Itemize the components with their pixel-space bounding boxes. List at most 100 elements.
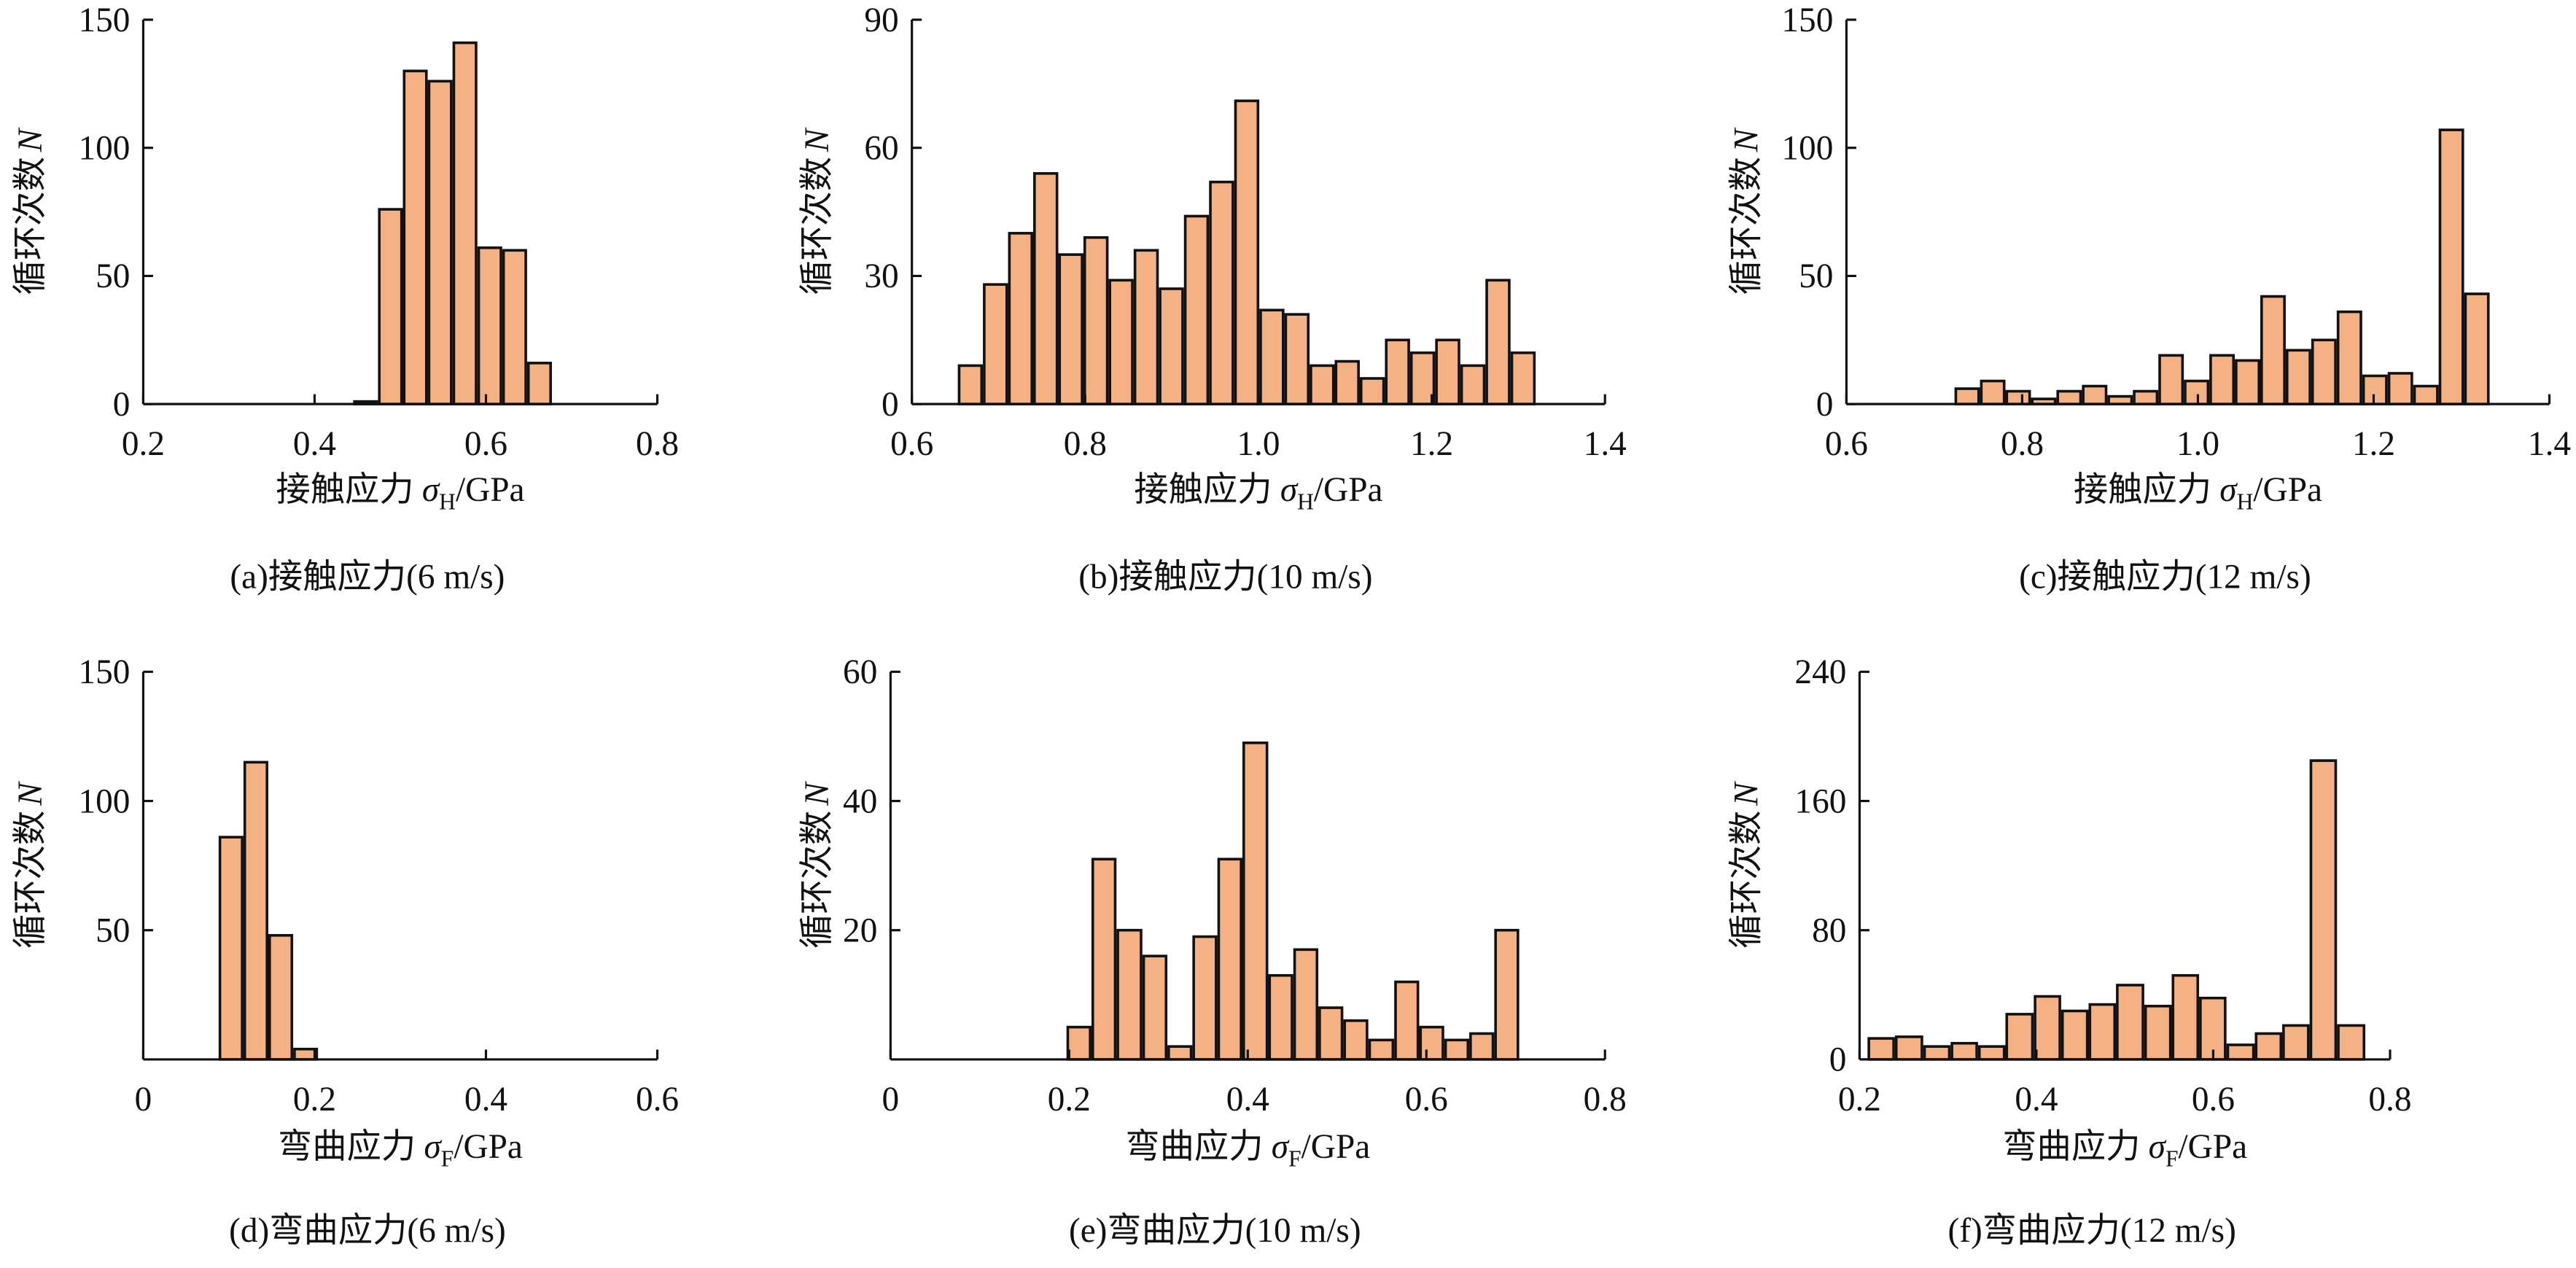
bar [402, 69, 428, 405]
bar [1867, 1037, 1895, 1061]
x-label-text: 接触应力 [2074, 471, 2211, 509]
bar [1167, 1045, 1193, 1061]
panel-caption: (b)接触应力(10 m/s) [1078, 558, 1372, 596]
bar [1108, 279, 1134, 405]
y-axis-label: 循环次数 N [1728, 127, 1766, 295]
bar [1083, 236, 1109, 405]
bar [2171, 973, 2200, 1061]
bar [268, 934, 294, 1061]
bar [2337, 1024, 2366, 1061]
bar [1385, 338, 1410, 405]
x-label-unit: /GPa [2253, 471, 2322, 509]
y-label-text: 循环次数 [798, 811, 836, 949]
bar [2282, 1024, 2310, 1061]
x-tick-label: 0.2 [1838, 1081, 1881, 1119]
x-tick-label: 0.6 [464, 425, 507, 463]
panel-caption: (f)弯曲应力(12 m/s) [1947, 1211, 2235, 1250]
y-tick-label: 0 [113, 386, 131, 424]
bar [452, 41, 478, 405]
x-label-subscript: H [1297, 489, 1314, 514]
bar [1444, 1038, 1470, 1061]
bar [218, 836, 244, 1061]
y-label-symbol: N [1728, 781, 1766, 806]
y-axis-label: 循环次数 N [12, 781, 50, 949]
y-axis-label: 循环次数 N [1728, 781, 1766, 949]
bar [2005, 1013, 2034, 1061]
x-label-subscript: F [441, 1146, 454, 1171]
y-tick-label: 40 [843, 782, 877, 820]
bar [1977, 1045, 2006, 1061]
y-tick-label: 20 [843, 911, 877, 949]
y-label-text: 循环次数 [798, 157, 836, 295]
x-label-symbol: σ [2219, 471, 2238, 509]
x-tick-label: 0.4 [2015, 1081, 2058, 1119]
bar [2438, 128, 2464, 405]
bar [1510, 351, 1536, 405]
y-label-text: 循环次数 [12, 157, 50, 295]
bar [1923, 1045, 1951, 1061]
bar [2285, 349, 2311, 405]
x-tick-label: 0.2 [122, 425, 165, 463]
bar [1419, 1025, 1444, 1061]
bar [2034, 995, 2061, 1061]
bar [2088, 1003, 2117, 1061]
bar [2260, 295, 2286, 405]
panel: 20 40 60 0 0.2 0.4 0.6 0.8 弯曲应力 σF/GPa 循环次数 N (e)弯曲应… [798, 653, 1627, 1250]
x-label-subscript: F [1288, 1146, 1301, 1171]
y-tick-label: 0 [1816, 386, 1834, 424]
bar [2107, 394, 2133, 405]
x-tick-label: 0.6 [1405, 1081, 1448, 1119]
y-tick-label: 60 [843, 653, 877, 691]
x-tick-label: 0.6 [890, 425, 933, 463]
x-tick-label: 1.4 [1584, 425, 1627, 463]
y-label-text: 循环次数 [12, 811, 50, 949]
bar [2199, 996, 2227, 1061]
x-tick-label: 0.2 [293, 1081, 336, 1119]
x-tick-label: 1.2 [1410, 425, 1453, 463]
bar [243, 761, 269, 1061]
y-tick-label: 0 [1829, 1041, 1847, 1079]
bar [1033, 172, 1059, 405]
bar [1268, 973, 1293, 1061]
y-tick-label: 100 [78, 782, 130, 820]
bar [2082, 384, 2108, 405]
x-label-symbol: σ [424, 1128, 442, 1166]
bar [2235, 359, 2260, 405]
x-tick-label: 1.0 [1237, 425, 1280, 463]
bar [2309, 759, 2338, 1061]
y-label-symbol: N [1728, 127, 1766, 152]
bar [502, 249, 527, 405]
bar [957, 364, 984, 405]
bar [2005, 389, 2031, 405]
bar [2226, 1043, 2255, 1061]
bar [2387, 372, 2413, 405]
y-tick-label: 150 [78, 653, 130, 691]
bar [2158, 354, 2184, 405]
bar [2336, 310, 2362, 405]
x-tick-label: 0.4 [1226, 1081, 1269, 1119]
y-tick-label: 50 [96, 911, 130, 949]
bar [983, 283, 1008, 405]
x-tick-label: 1.4 [2528, 425, 2571, 463]
bar [1894, 1035, 1923, 1061]
y-tick-label: 90 [864, 1, 898, 39]
x-label-unit: /GPa [2179, 1128, 2248, 1166]
bar [1183, 214, 1210, 405]
x-label-unit: /GPa [1301, 1128, 1371, 1166]
x-tick-label: 0.8 [1584, 1081, 1627, 1119]
x-tick-label: 0.6 [636, 1081, 679, 1119]
bar [2184, 379, 2210, 405]
bar [1310, 364, 1335, 405]
x-axis-label: 弯曲应力 σF/GPa [278, 1127, 523, 1171]
y-tick-label: 30 [864, 257, 898, 295]
bar [2464, 292, 2490, 405]
bar [1242, 741, 1269, 1061]
y-axis-label: 循环次数 N [798, 127, 836, 295]
bar [1485, 279, 1511, 405]
bar [293, 1047, 319, 1061]
x-label-symbol: σ [1272, 1128, 1290, 1166]
bar [2144, 1005, 2172, 1061]
x-tick-label: 0.8 [2368, 1081, 2411, 1119]
panel: 0 80 160 240 0.2 0.4 0.6 0.8 弯曲应力 σF/GPa 循环次数 N (f)弯… [1728, 653, 2412, 1250]
